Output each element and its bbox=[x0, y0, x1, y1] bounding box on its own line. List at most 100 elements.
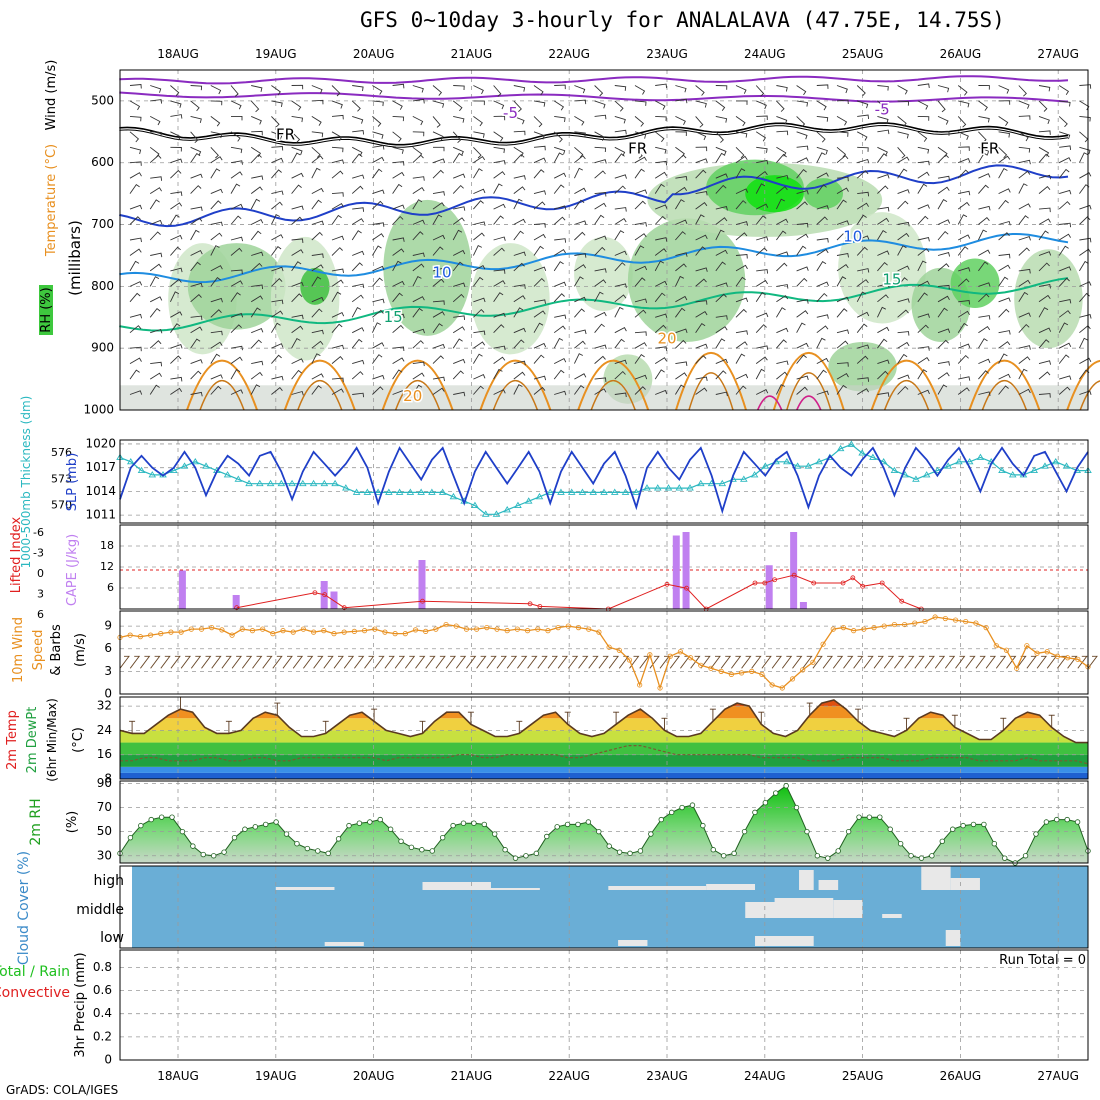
wind-barb bbox=[998, 276, 1009, 287]
wind-barb bbox=[816, 292, 828, 303]
cloud-block bbox=[422, 882, 491, 890]
surface-wind-barb bbox=[781, 655, 793, 669]
rh-marker bbox=[1074, 819, 1081, 825]
wind-barb bbox=[372, 85, 383, 95]
wind-speed-marker bbox=[361, 628, 368, 634]
wind-barb bbox=[453, 358, 466, 365]
wind-barb bbox=[654, 357, 667, 364]
wind-axis-label-4: (m/s) bbox=[73, 633, 88, 667]
wind-barb bbox=[311, 155, 324, 164]
wind-barb bbox=[432, 191, 445, 196]
surface-wind-barb bbox=[955, 655, 966, 669]
wind-barb bbox=[715, 152, 726, 163]
wind-barb bbox=[937, 219, 951, 225]
wind-barb bbox=[654, 324, 667, 334]
wind-speed-marker bbox=[688, 655, 694, 661]
wind-barb bbox=[978, 205, 991, 211]
contour-30 bbox=[796, 395, 822, 411]
thickness-marker bbox=[922, 471, 931, 478]
wind-barb bbox=[1038, 100, 1048, 112]
rh-marker bbox=[804, 828, 810, 835]
wind-barb bbox=[311, 187, 324, 194]
wind-barb bbox=[129, 131, 140, 143]
wind-barb bbox=[1079, 216, 1091, 225]
wind-barb bbox=[736, 100, 748, 105]
wind-barb bbox=[978, 338, 988, 349]
wind-barb bbox=[917, 100, 929, 110]
wind-barb bbox=[331, 268, 344, 273]
wind-barb bbox=[149, 199, 160, 210]
wind-speed-marker bbox=[504, 628, 510, 634]
wind-barb bbox=[756, 269, 769, 274]
wind-barb bbox=[958, 190, 971, 196]
wind-barb bbox=[897, 341, 910, 349]
contour-minus5 bbox=[119, 91, 1069, 103]
wind-barb bbox=[796, 131, 808, 140]
rh-marker bbox=[544, 833, 550, 840]
wind-barb bbox=[756, 115, 768, 121]
cape-axis-label: CAPE (J/kg) bbox=[65, 534, 80, 606]
wind-barb bbox=[594, 170, 606, 179]
wind-barb bbox=[695, 100, 707, 108]
wind-barb bbox=[957, 116, 967, 128]
contour-25 bbox=[786, 372, 832, 411]
wind-barb bbox=[634, 245, 645, 256]
wind-barb bbox=[533, 116, 543, 128]
wind-speed-marker bbox=[901, 621, 908, 628]
wind-barb bbox=[796, 222, 809, 228]
wind-barb bbox=[735, 353, 746, 364]
wind-barb bbox=[715, 100, 726, 111]
thickness-marker bbox=[793, 462, 802, 469]
wind-barb bbox=[1058, 85, 1070, 96]
contour-label: 15 bbox=[882, 271, 901, 289]
rh-tick-label: 50 bbox=[97, 824, 112, 838]
xsec-ylabel-mb: (millibars) bbox=[66, 220, 84, 296]
wind-barb bbox=[1038, 339, 1050, 349]
surface-wind-barb bbox=[771, 655, 782, 669]
rh-marker bbox=[1064, 816, 1070, 823]
wind-barb bbox=[715, 229, 725, 241]
wind-barb bbox=[452, 100, 463, 112]
wind-speed-marker bbox=[922, 618, 928, 625]
rh-marker bbox=[700, 822, 706, 829]
wind-barb bbox=[1038, 85, 1051, 92]
surface-wind-barb bbox=[924, 655, 935, 669]
wind-barb bbox=[432, 267, 446, 273]
wind-barb bbox=[917, 171, 930, 179]
wind-barb bbox=[574, 187, 587, 194]
wind-barb bbox=[1079, 357, 1092, 364]
wind-barb bbox=[230, 131, 241, 142]
wind-barb bbox=[614, 392, 627, 398]
wind-barb bbox=[271, 266, 284, 272]
wind-barb bbox=[614, 115, 626, 124]
wind-barb bbox=[493, 280, 506, 287]
wind-barb bbox=[836, 384, 847, 395]
wind-barb bbox=[271, 146, 284, 151]
wind-barb bbox=[190, 146, 202, 156]
wind-barb bbox=[1058, 116, 1068, 128]
thickness-marker bbox=[890, 466, 899, 474]
thickness-marker bbox=[514, 501, 522, 508]
wind-speed-marker bbox=[657, 685, 663, 691]
rh-shading bbox=[627, 218, 746, 342]
thickness-marker bbox=[847, 440, 856, 447]
wind-barb bbox=[170, 234, 183, 241]
wind-barb bbox=[897, 147, 906, 159]
wind-barb bbox=[594, 85, 604, 97]
wind-barb bbox=[1079, 237, 1092, 243]
li-marker bbox=[860, 583, 865, 589]
date-label-top: 18AUG bbox=[157, 47, 199, 61]
wind-barb bbox=[654, 131, 665, 143]
rh-marker bbox=[731, 850, 737, 857]
wind-speed-marker bbox=[433, 626, 439, 632]
wind-barb bbox=[250, 307, 261, 318]
contour-25 bbox=[199, 379, 245, 411]
wind-barb bbox=[735, 264, 748, 272]
wind-barb bbox=[230, 85, 239, 97]
wind-barb bbox=[493, 100, 505, 110]
wind-speed-marker bbox=[575, 624, 582, 631]
wind-barb bbox=[311, 167, 321, 179]
wind-barb bbox=[473, 85, 484, 95]
wind-barb bbox=[392, 215, 404, 225]
wind-barb bbox=[938, 131, 950, 136]
